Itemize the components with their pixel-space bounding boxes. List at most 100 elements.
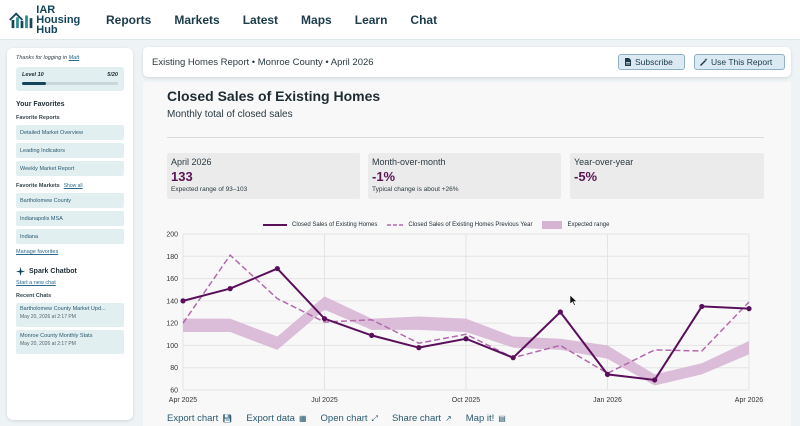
chat-title: Bartholomew County Market Upd... [20, 306, 106, 312]
y-tick-label: 200 [166, 232, 178, 239]
logo-text: IAR Housing Hub [36, 3, 98, 36]
data-point [227, 286, 233, 292]
logo-line-2: Housing Hub [36, 13, 81, 36]
mouse-cursor-icon [570, 295, 578, 306]
chart-subtitle: Monthly total of closed sales [167, 109, 293, 120]
expand-icon: ⤢ [371, 413, 378, 423]
legend-swatch-solid [263, 224, 287, 226]
open-chart-button[interactable]: Open chart ⤢ [321, 413, 378, 424]
level-progress-fill [22, 82, 46, 85]
logo[interactable]: IAR Housing Hub [8, 3, 98, 36]
favorite-markets-heading: Favorite Markets Show all [16, 183, 124, 189]
export-chart-button[interactable]: Export chart 💾︎ [167, 413, 232, 424]
nav-latest[interactable]: Latest [242, 12, 279, 27]
logo-line-1: IAR [36, 3, 56, 16]
subscribe-label: Subscribe [635, 57, 673, 67]
chatbot-heading-label: Spark Chatbot [29, 268, 77, 275]
legend-item-previous[interactable]: Closed Sales of Existing Homes Previous … [387, 222, 532, 228]
save-icon: 💾︎ [222, 414, 233, 423]
data-point [369, 332, 375, 338]
legend-label: Closed Sales of Existing Homes [292, 222, 378, 228]
chart-legend: Closed Sales of Existing Homes Closed Sa… [263, 221, 619, 229]
user-link[interactable]: Matt [68, 55, 80, 61]
subscribe-button[interactable]: Subscribe [618, 54, 685, 70]
data-point [463, 336, 469, 342]
recent-chats-heading: Recent Chats [16, 293, 124, 299]
export-data-button[interactable]: Export data ▦ [246, 413, 306, 424]
show-all-link[interactable]: Show all [63, 183, 83, 189]
welcome-prefix: Thanks for logging in [16, 55, 68, 61]
action-label: Open chart [320, 413, 368, 424]
stat-note: Typical change is about +26% [372, 186, 459, 193]
data-point [274, 265, 280, 272]
y-tick-label: 180 [166, 254, 178, 261]
x-tick-label: Apr 2026 [735, 397, 764, 404]
recent-chat-item[interactable]: Bartholomew County Market Upd... May 20,… [16, 303, 124, 327]
y-tick-label: 60 [170, 388, 178, 395]
x-tick-label: Jul 2025 [311, 397, 338, 404]
legend-item-current[interactable]: Closed Sales of Existing Homes [263, 222, 377, 228]
chat-time: May 20, 2026 at 2:17 PM [20, 314, 76, 320]
y-tick-label: 140 [166, 298, 178, 305]
share-chart-button[interactable]: Share chart ↗ [392, 413, 452, 424]
y-tick-label: 160 [166, 276, 178, 283]
level-label: Level 10 [22, 72, 44, 78]
favorite-reports-label: Favorite Reports [16, 115, 60, 121]
welcome-text: Thanks for logging in Matt [16, 55, 124, 61]
legend-item-range[interactable]: Expected range [542, 221, 609, 229]
data-point [746, 306, 752, 312]
y-tick-label: 100 [166, 343, 178, 350]
start-new-chat-link[interactable]: Start a new chat [16, 280, 56, 286]
data-point [510, 355, 516, 361]
chat-title: Monroe County Monthly Stats [20, 333, 93, 339]
nav-maps[interactable]: Maps [301, 12, 332, 27]
favorite-markets-label: Favorite Markets [16, 183, 60, 189]
favorite-reports-heading: Favorite Reports [16, 115, 124, 121]
nav-items: Reports Markets Latest Maps Learn Chat [106, 13, 460, 27]
y-tick-label: 80 [170, 365, 178, 372]
share-icon: ↗ [445, 414, 452, 423]
data-point [604, 371, 611, 377]
stat-card-mom: Month-over-month -1% Typical change is a… [368, 153, 561, 199]
data-point [652, 377, 658, 383]
manage-favorites-link[interactable]: Manage favorites [16, 249, 59, 255]
x-tick-label: Apr 2025 [169, 397, 198, 404]
report-card: Closed Sales of Existing Homes Monthly t… [143, 82, 791, 426]
line-chart: 60 80 100 120 140 160 180 200 Apr 2025 Jul 2025 Oc… [166, 232, 764, 405]
favorite-market-item[interactable]: Indianapolis MSA [16, 211, 124, 226]
recent-chat-item[interactable]: Monroe County Monthly Stats May 20, 2026… [16, 330, 124, 354]
action-label: Share chart [391, 413, 442, 424]
nav-markets[interactable]: Markets [174, 12, 220, 27]
document-icon [625, 58, 631, 66]
stat-label: Month-over-month [372, 157, 446, 167]
use-report-button[interactable]: Use This Report [694, 54, 785, 70]
sidebar: Thanks for logging in Matt Level 10 5/20… [7, 48, 133, 420]
stat-card-yoy: Year-over-year -5% [570, 153, 764, 199]
stat-value: -1% [372, 169, 396, 184]
map-it-button[interactable]: Map it! ▤ [466, 413, 506, 424]
nav-reports[interactable]: Reports [106, 12, 152, 27]
divider [167, 137, 764, 138]
favorite-report-item[interactable]: Leading Indicators [16, 143, 124, 158]
level-progress: 5/20 [107, 72, 118, 78]
nav-chat[interactable]: Chat [410, 12, 438, 27]
nav-learn[interactable]: Learn [354, 12, 388, 27]
stat-value: 133 [171, 169, 193, 184]
report-breadcrumb: Existing Homes Report • Monroe County • … [152, 56, 374, 68]
favorite-market-item[interactable]: Bartholomew County [16, 193, 124, 208]
legend-swatch-dashed [387, 224, 404, 226]
recent-chats-label: Recent Chats [16, 293, 52, 299]
favorite-market-item[interactable]: Indiana [16, 229, 124, 244]
data-point [321, 316, 328, 322]
stat-value: -5% [574, 169, 598, 184]
favorite-report-item[interactable]: Detailed Market Overview [16, 125, 124, 140]
legend-swatch-range [542, 221, 563, 229]
favorite-report-item[interactable]: Weekly Market Report [16, 161, 124, 176]
data-point [180, 298, 186, 304]
chart-actions: Export chart 💾︎ Export data ▦ Open chart ⤢ … [167, 413, 520, 424]
y-tick-label: 120 [166, 321, 178, 328]
data-point [699, 303, 705, 310]
top-nav: IAR Housing Hub Reports Markets Latest M… [0, 0, 800, 40]
sparkle-icon [16, 267, 25, 276]
chat-time: May 20, 2026 at 2:17 PM [20, 341, 76, 347]
